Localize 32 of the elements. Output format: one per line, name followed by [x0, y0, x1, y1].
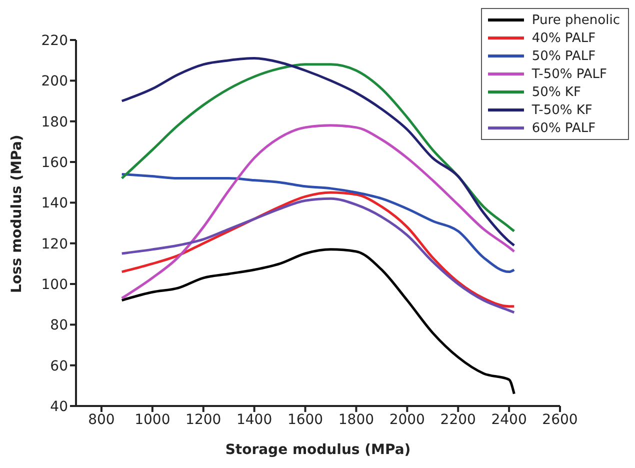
legend-label: 50% PALF — [532, 48, 596, 64]
y-axis-title: Loss modulus (MPa) — [8, 134, 25, 293]
line-series — [120, 248, 516, 396]
legend-label: 40% PALF — [532, 30, 596, 46]
y-tick-label: 140 — [41, 196, 68, 212]
x-tick-label: 1800 — [338, 412, 374, 428]
legend-label: Pure phenolic — [532, 12, 620, 28]
legend-label: T-50% KF — [532, 102, 592, 118]
y-tick-label: 160 — [41, 154, 68, 171]
line-series — [120, 124, 516, 300]
x-tick-label: 1600 — [287, 412, 324, 428]
x-tick-label: 800 — [88, 412, 115, 428]
y-tick-label: 60 — [50, 358, 68, 374]
y-tick-label: 220 — [41, 32, 68, 49]
x-tick-label: 1400 — [236, 412, 272, 428]
legend-label: 60% PALF — [532, 120, 596, 136]
x-tick-label: 2400 — [491, 412, 527, 428]
y-tick-label: 200 — [41, 74, 68, 90]
y-tick-label: 120 — [41, 236, 68, 252]
line-series — [120, 172, 516, 274]
legend-label: 50% KF — [532, 84, 581, 100]
legend-label: T-50% PALF — [532, 66, 607, 82]
x-tick-label: 2600 — [542, 412, 578, 428]
y-tick-label: 40 — [50, 398, 68, 415]
x-axis-title: Storage modulus (MPa) — [225, 442, 411, 458]
x-tick-label: 2000 — [389, 412, 425, 428]
x-tick-label: 1000 — [134, 412, 170, 428]
y-tick-label: 180 — [41, 114, 68, 130]
y-tick-label: 100 — [41, 276, 68, 293]
y-tick-label: 80 — [50, 318, 68, 334]
x-tick-label: 1200 — [186, 412, 222, 428]
x-tick-label: 2200 — [440, 412, 476, 428]
